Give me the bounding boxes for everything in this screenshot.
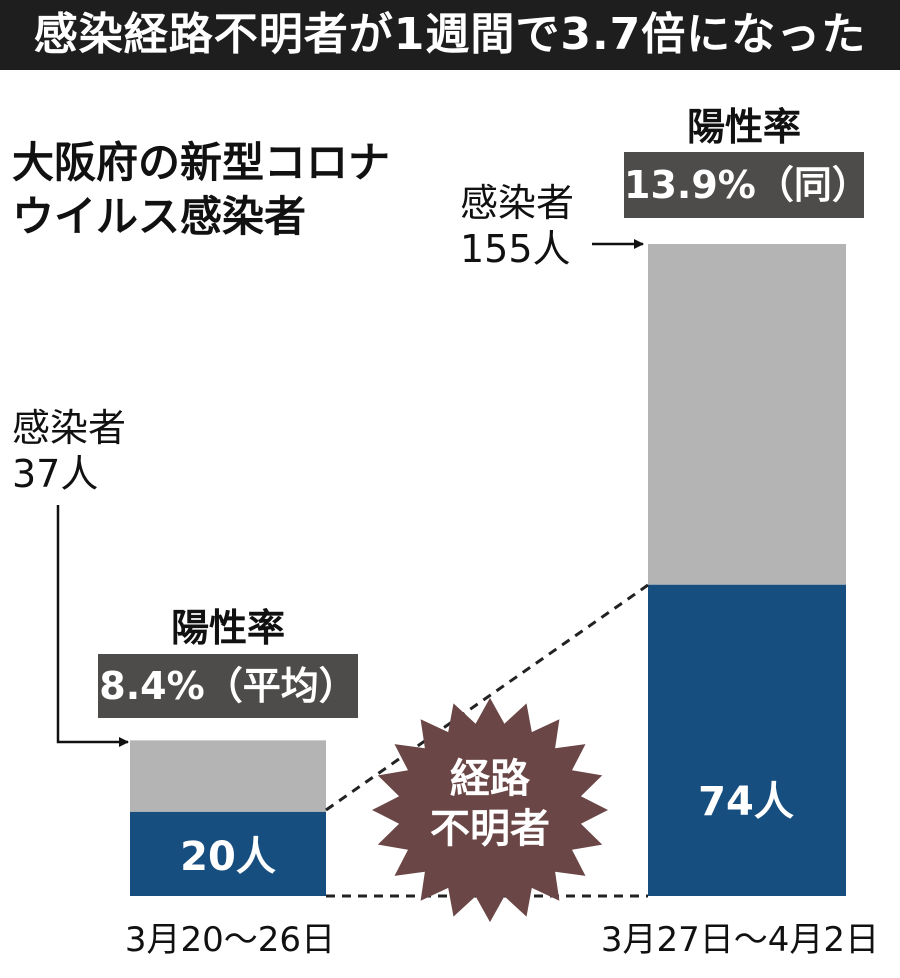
bar-segment-unknown-2 <box>648 584 846 896</box>
positivity-badge-second: 13.9%（同） <box>624 152 870 218</box>
bar-segment-total-2 <box>648 244 846 585</box>
positivity-label-second: 陽性率 <box>686 105 801 149</box>
bar-segment-total-1 <box>130 740 326 812</box>
positivity-badge-first: 8.4%（平均） <box>98 654 358 718</box>
chart-title: 感染経路不明者が1週間で3.7倍になった <box>0 0 900 70</box>
burst-shape <box>372 697 608 923</box>
x-tick-label-first: 3月20～26日 <box>124 920 336 960</box>
infected-label-second: 感染者 155人 <box>460 180 574 272</box>
infected-caption: 感染者 <box>460 181 575 225</box>
infected-label-first: 感染者 37人 <box>12 405 126 497</box>
arrow-infected-first <box>56 505 129 747</box>
chart-subtitle: 大阪府の新型コロナ ウイルス感染者 <box>12 136 390 244</box>
infected-caption: 感染者 <box>12 406 127 450</box>
bar-segment-unknown-1 <box>130 811 326 896</box>
subtitle-line-1: 大阪府の新型コロナ <box>12 138 391 187</box>
infected-count: 155人 <box>460 227 571 271</box>
subtitle-line-2: ウイルス感染者 <box>12 192 307 241</box>
infected-count: 37人 <box>12 452 99 496</box>
connector-line-top <box>325 583 649 812</box>
positivity-label-first: 陽性率 <box>170 606 285 650</box>
burst-label-line-2: 不明者 <box>430 806 550 852</box>
burst-label-line-1: 経路 <box>450 756 531 802</box>
unknown-value-label-second: 74人 <box>698 779 794 825</box>
x-tick-label-second: 3月27日～4月2日 <box>600 920 880 960</box>
unknown-value-label-first: 20人 <box>180 834 276 880</box>
